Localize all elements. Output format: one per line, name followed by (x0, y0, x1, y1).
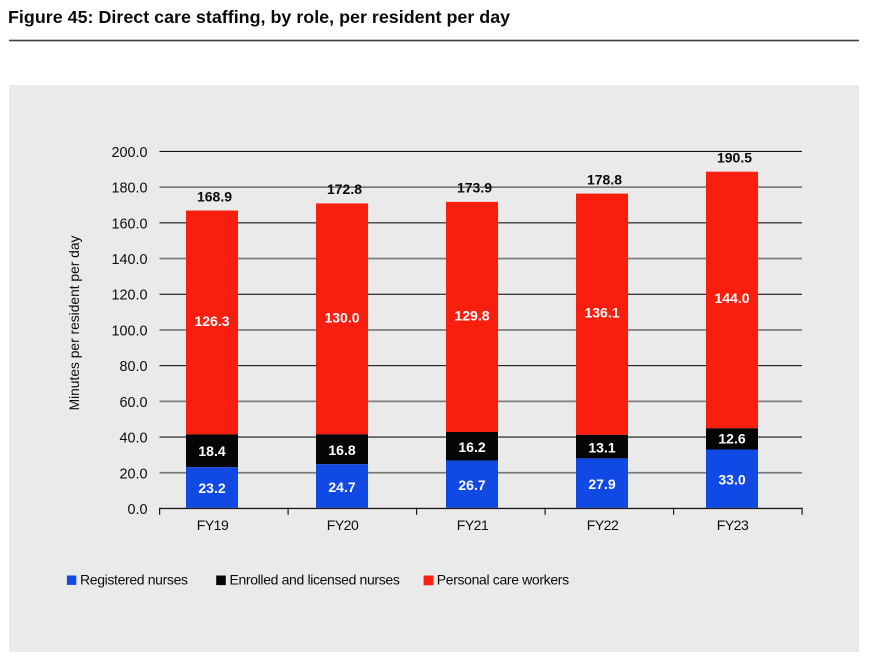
svg-text:Figure 45: Direct care staffin: Figure 45: Direct care staffing, by role… (8, 7, 510, 27)
svg-text:160.0: 160.0 (111, 216, 147, 232)
svg-text:0.0: 0.0 (127, 502, 147, 518)
svg-text:120.0: 120.0 (111, 288, 147, 304)
svg-text:168.9: 168.9 (197, 188, 232, 204)
svg-text:40.0: 40.0 (119, 431, 147, 447)
svg-text:33.0: 33.0 (718, 471, 745, 487)
svg-text:27.9: 27.9 (588, 476, 615, 492)
svg-text:178.8: 178.8 (587, 171, 622, 187)
svg-text:26.7: 26.7 (458, 477, 485, 493)
svg-text:200.0: 200.0 (111, 145, 147, 161)
svg-text:Personal care workers: Personal care workers (437, 572, 569, 588)
svg-text:12.6: 12.6 (718, 431, 745, 447)
svg-text:Minutes per resident per day: Minutes per resident per day (67, 235, 82, 410)
svg-text:100.0: 100.0 (111, 323, 147, 339)
svg-text:Registered nurses: Registered nurses (80, 572, 188, 588)
svg-text:60.0: 60.0 (119, 395, 147, 411)
svg-text:16.8: 16.8 (328, 442, 355, 458)
svg-text:16.2: 16.2 (458, 439, 485, 455)
svg-text:FY21: FY21 (457, 517, 489, 533)
svg-text:172.8: 172.8 (327, 181, 362, 197)
svg-text:Enrolled and licensed nurses: Enrolled and licensed nurses (230, 572, 400, 588)
svg-text:180.0: 180.0 (111, 181, 147, 197)
svg-text:130.0: 130.0 (324, 310, 359, 326)
svg-text:18.4: 18.4 (198, 443, 225, 459)
svg-text:23.2: 23.2 (198, 480, 225, 496)
svg-text:FY23: FY23 (717, 517, 749, 533)
svg-text:FY19: FY19 (197, 517, 229, 533)
svg-text:126.3: 126.3 (194, 313, 229, 329)
svg-text:24.7: 24.7 (328, 479, 355, 495)
svg-text:190.5: 190.5 (717, 150, 752, 166)
svg-text:173.9: 173.9 (457, 180, 492, 196)
svg-text:144.0: 144.0 (714, 290, 749, 306)
svg-text:FY22: FY22 (587, 517, 619, 533)
svg-text:129.8: 129.8 (454, 307, 489, 323)
svg-text:140.0: 140.0 (111, 252, 147, 268)
svg-text:136.1: 136.1 (584, 305, 619, 321)
svg-text:FY20: FY20 (327, 517, 359, 533)
svg-text:13.1: 13.1 (588, 439, 615, 455)
svg-text:80.0: 80.0 (119, 359, 147, 375)
svg-text:20.0: 20.0 (119, 466, 147, 482)
